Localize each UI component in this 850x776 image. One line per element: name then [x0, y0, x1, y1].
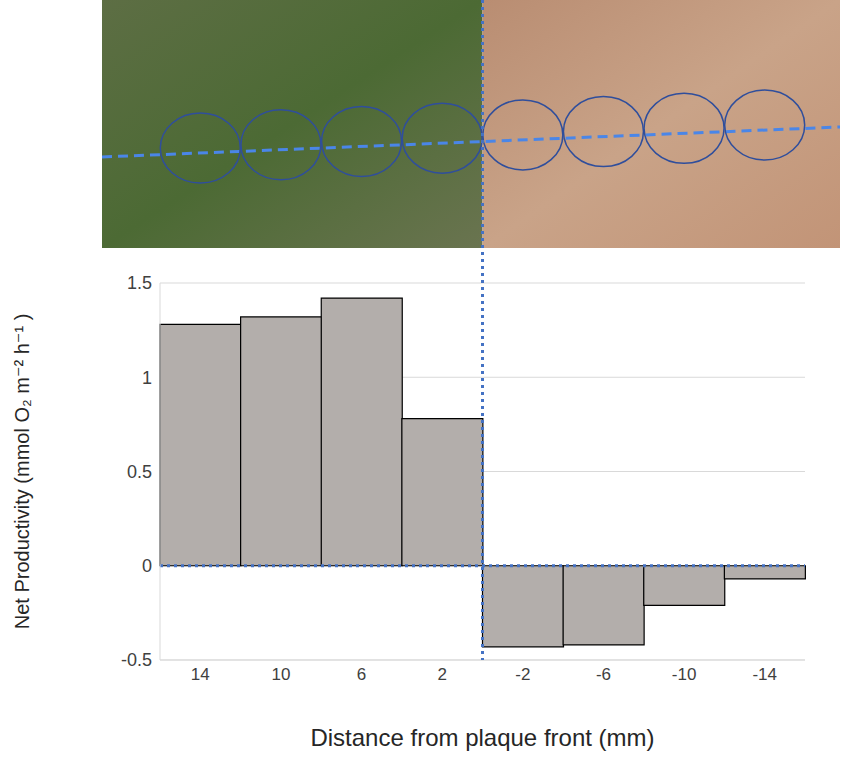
svg-text:2: 2	[437, 665, 446, 684]
svg-text:0: 0	[142, 556, 152, 576]
svg-text:-6: -6	[596, 665, 611, 684]
svg-text:10: 10	[271, 665, 290, 684]
svg-text:-2: -2	[515, 665, 530, 684]
svg-text:14: 14	[191, 665, 210, 684]
svg-text:6: 6	[357, 665, 366, 684]
svg-text:1.5: 1.5	[127, 273, 152, 293]
svg-text:-10: -10	[672, 665, 697, 684]
svg-text:Net Productivity (mmol O₂ m⁻²: Net Productivity (mmol O₂ m⁻² h⁻¹ )	[11, 314, 33, 630]
svg-text:-0.5: -0.5	[121, 650, 152, 670]
svg-text:-14: -14	[752, 665, 777, 684]
svg-text:1: 1	[142, 368, 152, 388]
svg-text:Distance from plaque front (mm: Distance from plaque front (mm)	[310, 724, 654, 751]
svg-text:0.5: 0.5	[127, 462, 152, 482]
